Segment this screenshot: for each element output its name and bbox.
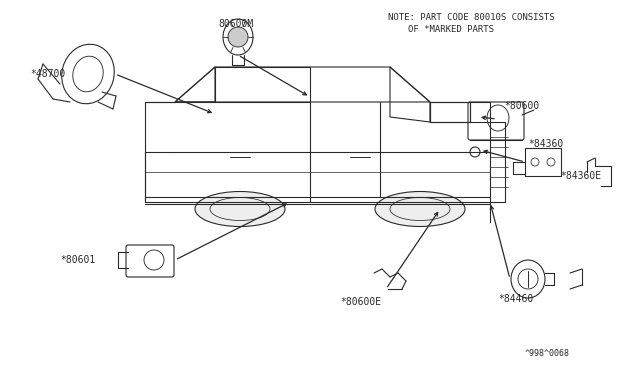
Text: *84460: *84460	[498, 294, 533, 304]
Text: *80601: *80601	[60, 255, 95, 265]
Text: *84360: *84360	[528, 139, 563, 149]
Text: NOTE: PART CODE 80010S CONSISTS: NOTE: PART CODE 80010S CONSISTS	[388, 13, 555, 22]
Text: *84360E: *84360E	[560, 171, 601, 181]
Text: 80600M: 80600M	[218, 19, 253, 29]
Text: *80600E: *80600E	[340, 297, 381, 307]
Circle shape	[228, 27, 248, 47]
Text: OF *MARKED PARTS: OF *MARKED PARTS	[408, 25, 494, 33]
Ellipse shape	[195, 192, 285, 227]
Ellipse shape	[375, 192, 465, 227]
Text: *48700: *48700	[30, 69, 65, 79]
Text: *80600: *80600	[504, 101, 540, 111]
Text: ^998^0068: ^998^0068	[525, 350, 570, 359]
